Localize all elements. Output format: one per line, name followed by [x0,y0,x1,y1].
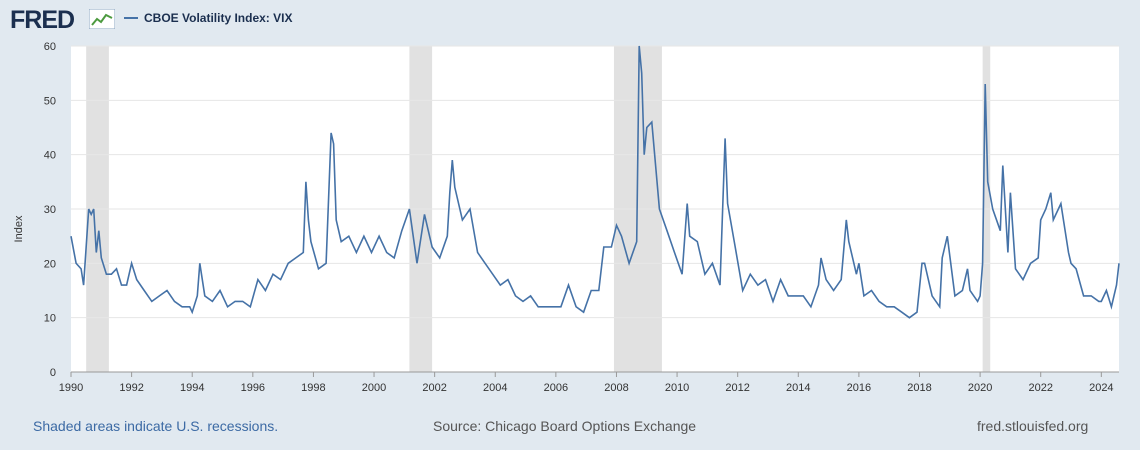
legend-swatch [124,17,138,19]
x-tick-label: 2000 [362,382,386,394]
vix-series-line[interactable] [70,45,1120,319]
y-tick-label: 10 [44,313,56,325]
x-tick-label: 2008 [604,382,628,394]
x-tick-label: 2016 [847,382,871,394]
gridlines [71,45,1119,373]
x-tick-label: 1996 [241,382,265,394]
recessions-note[interactable]: Shaded areas indicate U.S. recessions. [33,418,279,434]
x-tick-label: 2012 [725,382,749,394]
site-link[interactable]: fred.stlouisfed.org [977,418,1089,434]
x-tick-label: 1990 [59,382,83,394]
vix-line-chart: 0 10 20 30 40 50 60 1990 1992 1994 1996 1998 2000 20… [13,41,1120,394]
x-tick-label: 2022 [1028,382,1052,394]
x-tick-label: 2024 [1089,382,1113,394]
x-tick-label: 2018 [907,382,931,394]
y-tick-label: 30 [44,204,56,216]
x-tick-label: 2002 [422,382,446,394]
y-tick-label: 40 [44,150,56,162]
x-tick-label: 1998 [301,382,325,394]
x-tick-label: 2020 [968,382,992,394]
y-tick-label: 50 [44,95,56,107]
chart-header: FRED CBOE Volatility Index: VIX [0,0,1140,40]
legend-label[interactable]: CBOE Volatility Index: VIX [144,11,293,25]
x-tick-label: 2004 [483,382,507,394]
x-axis-ticks: 1990 1992 1994 1996 1998 2000 2002 2004 2006 2008… [59,372,1114,394]
y-tick-label: 60 [44,41,56,53]
line-chart-icon [89,9,115,29]
x-tick-label: 2014 [786,382,810,394]
source-note: Source: Chicago Board Options Exchange [433,418,697,434]
x-tick-label: 1994 [180,382,204,394]
y-axis-ticks: 0 10 20 30 40 50 60 [44,41,56,379]
x-tick-label: 1992 [119,382,143,394]
y-axis-label: Index [13,215,25,242]
y-tick-label: 0 [50,367,56,379]
y-tick-label: 20 [44,258,56,270]
chart-legend: CBOE Volatility Index: VIX [124,11,292,25]
x-tick-label: 2010 [665,382,689,394]
fred-logo[interactable]: FRED [10,6,75,34]
x-tick-label: 2006 [544,382,568,394]
